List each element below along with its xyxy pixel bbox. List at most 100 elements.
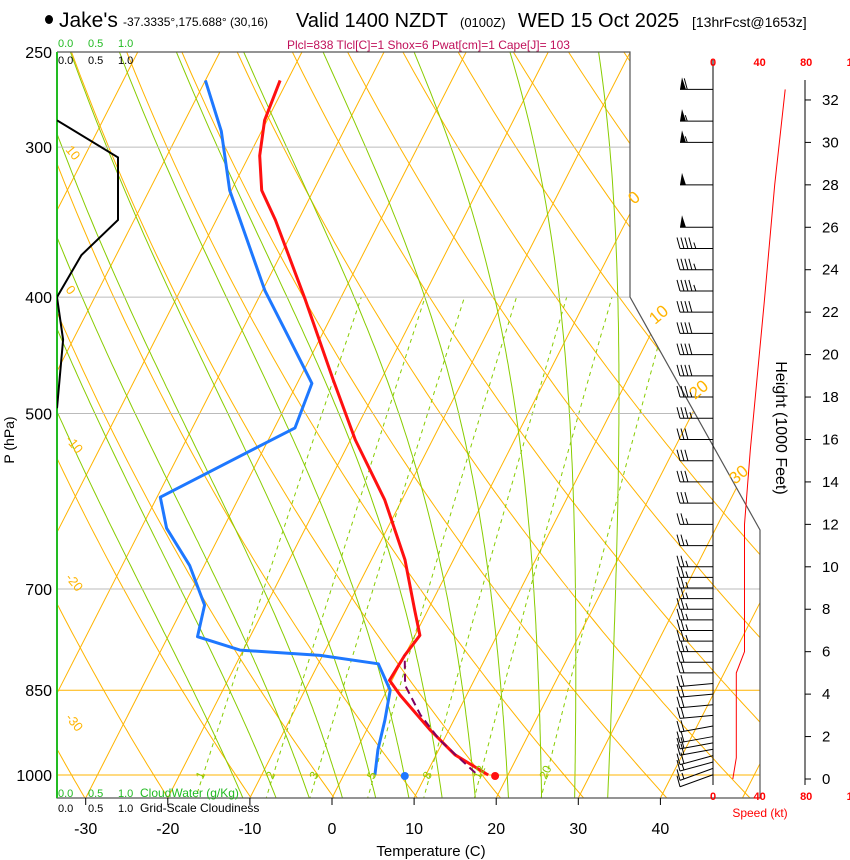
wind-barb-part bbox=[693, 242, 697, 249]
height-tick-label: 2 bbox=[822, 729, 830, 746]
mixing-ratio-label: 1 bbox=[193, 769, 209, 781]
wind-barb-part bbox=[676, 720, 681, 733]
wind-barb-part bbox=[680, 629, 685, 642]
pressure-tick-label: 400 bbox=[25, 290, 52, 307]
wind-barb-part bbox=[680, 661, 685, 674]
dry-adiabat bbox=[57, 52, 174, 798]
wind-barb-part bbox=[676, 343, 681, 355]
wind-barb-part bbox=[684, 343, 689, 355]
moist-adiabat bbox=[69, 52, 378, 798]
wind-barb bbox=[676, 743, 714, 756]
wind-barb-part bbox=[680, 675, 685, 687]
wind-barb-part bbox=[680, 598, 685, 610]
wind-barb-part bbox=[676, 696, 681, 708]
wind-barb-part bbox=[684, 492, 689, 504]
site-coords: -37.3335°,175.688° (30,16) bbox=[123, 15, 269, 29]
wind-barb-part bbox=[679, 693, 714, 698]
wind-barb bbox=[676, 576, 713, 589]
moist-adiabat bbox=[57, 52, 346, 798]
wind-barb-part bbox=[676, 759, 681, 772]
wind-barb bbox=[676, 774, 714, 788]
wind-barb-part bbox=[680, 619, 685, 631]
wind-barb-part bbox=[680, 428, 685, 440]
mixing-ratio-line bbox=[473, 296, 613, 798]
wind-barb-part bbox=[680, 566, 685, 578]
wind-barb-part bbox=[688, 322, 693, 334]
wind-barb-part bbox=[680, 640, 685, 652]
height-tick-label: 12 bbox=[822, 516, 839, 533]
wind-barb-part bbox=[684, 470, 689, 483]
height-tick-label: 10 bbox=[822, 559, 839, 576]
wind-barb-part bbox=[680, 534, 685, 546]
wind-barb-part bbox=[680, 492, 685, 504]
moist-adiabat bbox=[413, 52, 543, 798]
height-tick-label: 20 bbox=[822, 347, 839, 364]
wind-barb-part bbox=[680, 752, 685, 764]
wind-barb-part bbox=[676, 608, 681, 620]
wind-barb-part bbox=[680, 301, 685, 313]
moist-adiabat bbox=[322, 52, 510, 798]
wind-barb-part bbox=[676, 769, 681, 781]
isotherm bbox=[413, 52, 760, 798]
cloudwater-tick-label: 1.0 bbox=[118, 38, 133, 50]
cloudwater-tick-label: 0.0 bbox=[58, 38, 73, 50]
isotherm bbox=[57, 52, 303, 798]
height-tick-label: 26 bbox=[822, 219, 839, 236]
wind-barb-part bbox=[680, 172, 686, 185]
wind-barb-part bbox=[693, 263, 697, 270]
wind-barb bbox=[676, 343, 713, 356]
dry-adiabat bbox=[63, 52, 507, 798]
wind-barb bbox=[676, 720, 714, 733]
wind-barb-part bbox=[680, 279, 685, 292]
dry-adiabat bbox=[117, 52, 591, 798]
wind-barb-part bbox=[688, 237, 693, 249]
wind-barb-part bbox=[680, 322, 685, 334]
wind-barb-part bbox=[676, 744, 681, 756]
wind-barb-part bbox=[676, 237, 681, 249]
dry-adiabat bbox=[281, 52, 760, 798]
moist-adiabat bbox=[509, 52, 577, 798]
wind-barb-part bbox=[683, 78, 688, 90]
wind-barb-part bbox=[679, 736, 714, 744]
isotherm bbox=[577, 52, 760, 798]
pressure-tick-label: 500 bbox=[25, 407, 52, 424]
height-tick-label: 4 bbox=[822, 686, 830, 703]
wind-barb-part bbox=[676, 576, 681, 589]
header: Jake's -37.3335°,175.688° (30,16) Valid … bbox=[0, 0, 850, 52]
speed-tick-label: 12 bbox=[847, 57, 850, 69]
dewpoint-line bbox=[158, 79, 392, 776]
speed-tick-label: 0 bbox=[710, 791, 716, 803]
parcel-line bbox=[403, 655, 476, 774]
wind-barb-part bbox=[680, 685, 685, 697]
wind-barb bbox=[676, 685, 714, 698]
wind-barb bbox=[680, 215, 713, 228]
mixing-ratio-line bbox=[264, 296, 426, 798]
wind-barb-part bbox=[676, 661, 681, 674]
wind-barb bbox=[676, 661, 713, 674]
speed-tick-label: 0 bbox=[710, 57, 716, 69]
wind-barb-part bbox=[685, 645, 689, 652]
speed-tick-label: 40 bbox=[753, 57, 765, 69]
temperature-line bbox=[258, 79, 489, 777]
mixing-ratio-label: 2 bbox=[263, 769, 279, 781]
speed-tick-label: 40 bbox=[753, 791, 765, 803]
wind-barb-part bbox=[676, 598, 681, 610]
height-tick-label: 6 bbox=[822, 644, 830, 661]
cloudwater-tick-label: 0.5 bbox=[88, 788, 103, 800]
isotherm-label: -20 bbox=[63, 570, 87, 594]
wind-barb-part bbox=[685, 539, 689, 546]
height-tick-label: 28 bbox=[822, 177, 839, 194]
wind-barb-part bbox=[680, 343, 685, 355]
wind-barb-part bbox=[680, 706, 685, 719]
height-tick-label: 24 bbox=[822, 262, 839, 279]
wind-barb-part bbox=[680, 513, 685, 525]
wind-barb-part bbox=[688, 364, 693, 376]
wind-barb-part bbox=[676, 629, 681, 642]
wind-barb-part bbox=[681, 763, 685, 771]
wind-barb bbox=[676, 449, 713, 462]
wind-barb bbox=[676, 407, 713, 419]
wind-barb bbox=[676, 534, 713, 547]
wind-barb-part bbox=[681, 772, 685, 780]
mixing-ratio-label: 3 bbox=[306, 769, 322, 781]
wind-barb-part bbox=[684, 258, 689, 270]
